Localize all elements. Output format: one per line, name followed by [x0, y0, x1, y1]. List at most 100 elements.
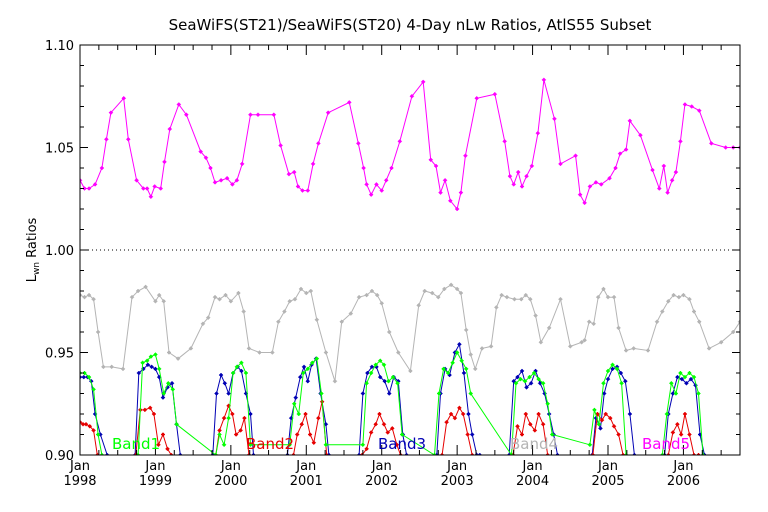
data-point-band5	[515, 169, 521, 175]
data-point-band3	[248, 411, 253, 417]
data-point-band3	[519, 368, 525, 374]
data-point-band5	[708, 141, 714, 146]
data-point-band4	[591, 321, 597, 327]
data-point-band4	[676, 294, 682, 300]
data-point-band1	[587, 442, 593, 448]
series-line-band1	[80, 351, 704, 455]
data-point-band5	[162, 159, 167, 165]
data-point-band2	[233, 432, 239, 437]
data-point-band3	[610, 366, 615, 372]
data-point-band1	[445, 370, 451, 376]
data-point-band5	[665, 190, 670, 195]
data-point-band4	[314, 317, 320, 323]
data-point-band3	[524, 384, 529, 390]
data-point-band1	[386, 378, 391, 384]
data-point-band2	[457, 405, 462, 411]
data-point-band1	[161, 391, 167, 396]
data-point-band1	[239, 360, 244, 366]
data-point-band1	[140, 360, 145, 366]
data-point-band5	[650, 167, 655, 173]
data-point-band5	[678, 138, 683, 144]
data-point-band2	[373, 421, 379, 427]
y-axis-label-rest: Ratios	[25, 217, 40, 262]
data-point-band1	[300, 370, 306, 376]
data-point-band3	[684, 380, 689, 386]
data-point-band1	[226, 415, 231, 421]
y-tick-label: 1.00	[45, 244, 74, 259]
data-point-band5	[224, 175, 230, 181]
data-point-band5	[723, 145, 729, 150]
data-point-band4	[533, 313, 538, 318]
x-tick-label-month: Jan	[446, 459, 467, 474]
data-point-band4	[129, 294, 135, 300]
data-point-band3	[515, 374, 520, 380]
data-point-band2	[364, 446, 369, 452]
data-point-band4	[463, 327, 469, 333]
chart-title: SeaWiFS(ST21)/SeaWiFS(ST20) 4-Day nLw Ra…	[169, 16, 652, 34]
data-point-band1	[664, 411, 670, 417]
data-point-band5	[627, 118, 633, 124]
data-point-band4	[623, 348, 629, 353]
data-point-band5	[364, 182, 369, 187]
x-tick-label-month: Jan	[597, 459, 618, 474]
data-point-band1	[319, 391, 324, 396]
data-point-band1	[364, 380, 369, 386]
data-point-band5	[682, 102, 688, 107]
x-tick-label-year: 1999	[139, 474, 172, 489]
data-point-band4	[416, 302, 422, 308]
data-point-band1	[673, 391, 679, 396]
x-tick-label-year: 2000	[214, 474, 247, 489]
data-point-band1	[323, 442, 329, 448]
data-point-band4	[395, 350, 401, 355]
data-point-band5	[255, 112, 261, 118]
x-tick-label-month: Jan	[672, 459, 693, 474]
data-point-band4	[156, 292, 162, 298]
data-point-band2	[221, 415, 227, 421]
data-point-band5	[361, 165, 366, 171]
data-point-band4	[308, 288, 314, 294]
data-point-band4	[579, 339, 584, 345]
x-tick-label-year: 2005	[591, 474, 624, 489]
data-point-band5	[134, 177, 139, 183]
data-point-band4	[109, 364, 115, 370]
data-point-band4	[135, 288, 141, 294]
data-point-band1	[450, 360, 455, 366]
data-point-band2	[299, 421, 305, 427]
data-point-band4	[161, 298, 167, 304]
data-point-band2	[160, 432, 166, 437]
legend-band1: Band1	[112, 435, 160, 453]
data-point-band4	[166, 350, 172, 355]
data-point-band3	[81, 374, 87, 380]
data-point-band2	[303, 411, 308, 417]
data-point-band5	[442, 177, 448, 183]
data-point-band2	[452, 415, 458, 421]
data-point-band4	[546, 325, 552, 331]
y-axis-label-subscript: wn	[32, 262, 42, 275]
data-point-band3	[222, 380, 228, 386]
data-point-band2	[532, 428, 538, 433]
data-point-band1	[463, 366, 469, 372]
data-point-band3	[618, 370, 624, 376]
data-point-band4	[257, 350, 262, 355]
data-point-band2	[536, 411, 541, 417]
data-point-band3	[239, 368, 244, 374]
data-point-band5	[577, 192, 583, 198]
data-point-band5	[82, 186, 87, 191]
data-point-band3	[627, 411, 633, 417]
data-point-band1	[381, 362, 387, 368]
data-point-band3	[323, 421, 329, 427]
data-point-band1	[248, 442, 253, 448]
data-point-band4	[303, 290, 309, 296]
data-point-band4	[435, 294, 441, 300]
data-point-band4	[504, 294, 510, 300]
data-point-band3	[243, 391, 249, 396]
data-point-band3	[679, 376, 685, 382]
data-point-band3	[386, 391, 392, 396]
data-point-band4	[512, 296, 517, 302]
data-point-band2	[523, 411, 529, 417]
data-point-band3	[360, 391, 366, 396]
data-point-band1	[91, 387, 96, 392]
data-point-band3	[297, 374, 303, 380]
data-point-band5	[286, 171, 292, 177]
data-point-band1	[614, 366, 620, 372]
